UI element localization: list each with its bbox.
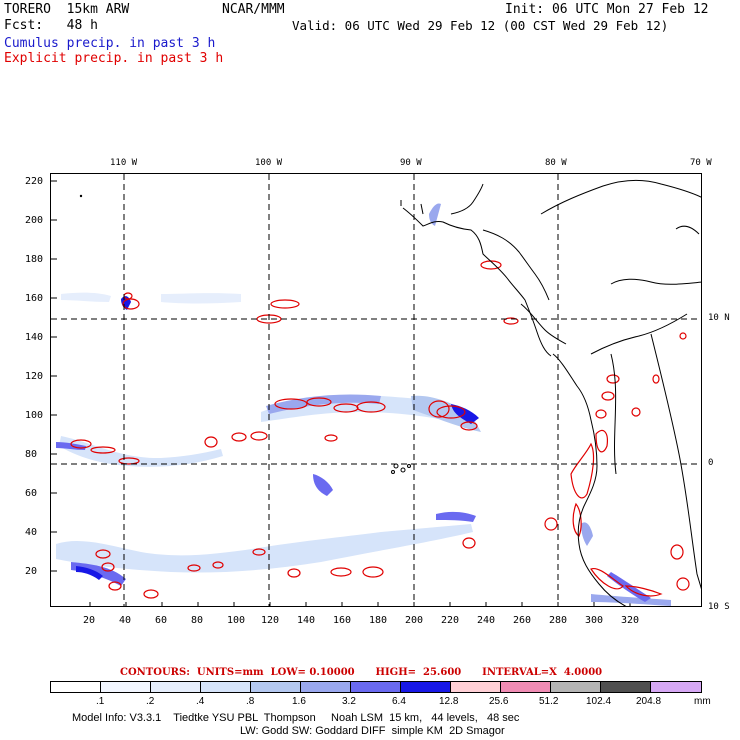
colorbar-label: 12.8: [439, 696, 459, 707]
y-tick: 100: [25, 410, 44, 421]
colorbar-swatch: [151, 682, 201, 692]
x-tick: 260: [513, 615, 532, 626]
x-tick: 280: [549, 615, 568, 626]
y-tick: 180: [25, 254, 44, 265]
y-tick: 120: [25, 371, 44, 382]
lon-label-100w: 100 W: [255, 158, 283, 168]
x-tick: 60: [155, 615, 168, 626]
y-tick: 200: [25, 215, 44, 226]
lat-lon-grid: [51, 174, 701, 606]
x-tick: 180: [369, 615, 388, 626]
colorbar-swatch: [601, 682, 651, 692]
y-tick: 160: [25, 293, 44, 304]
x-tick: 20: [83, 615, 96, 626]
colorbar-label: 3.2: [342, 696, 356, 707]
x-tick: 300: [585, 615, 604, 626]
galapagos-islands: [391, 463, 411, 474]
colorbar-swatch: [251, 682, 301, 692]
colorbar-swatch: [201, 682, 251, 692]
x-tick: 40: [119, 615, 132, 626]
x-tick: 160: [333, 615, 352, 626]
colorbar-swatch: [51, 682, 101, 692]
x-tick: 220: [441, 615, 460, 626]
x-tick: 100: [227, 615, 246, 626]
model-info-line1: Model Info: V3.3.1 Tiedtke YSU PBL Thomp…: [72, 712, 520, 724]
frame-ticks: [51, 180, 631, 606]
colorbar-swatch: [401, 682, 451, 692]
lon-label-80w: 80 W: [545, 158, 567, 168]
model-info-line2: LW: Godd SW: Goddard DIFF simple KM 2D S…: [240, 725, 505, 737]
colorbar-label: 102.4: [586, 696, 612, 707]
forecast-hour: Fcst: 48 h: [4, 18, 98, 33]
legend-cumulus: Cumulus precip. in past 3 h: [4, 36, 216, 51]
colorbar-swatch: [301, 682, 351, 692]
colorbar-label: .2: [146, 696, 155, 707]
y-tick: 140: [25, 332, 44, 343]
colorbar-label: 51.2: [539, 696, 559, 707]
lat-label-10n: 10 N: [708, 313, 730, 323]
x-tick: 140: [297, 615, 316, 626]
x-tick: 80: [191, 615, 204, 626]
cumulus-precip-areas: [56, 203, 671, 606]
colorbar-label: .8: [246, 696, 255, 707]
legend-explicit: Explicit precip. in past 3 h: [4, 51, 224, 66]
colorbar-label: .1: [96, 696, 105, 707]
coastlines: [400, 179, 701, 606]
colorbar-label: 1.6: [292, 696, 306, 707]
lon-label-110w: 110 W: [110, 158, 138, 168]
colorbar-label: 6.4: [392, 696, 406, 707]
x-tick: 200: [405, 615, 424, 626]
colorbar-label: .4: [196, 696, 205, 707]
island-dot: [79, 194, 83, 198]
colorbar-label: 25.6: [489, 696, 509, 707]
lon-label-90w: 90 W: [400, 158, 422, 168]
lon-label-70w: 70 W: [690, 158, 712, 168]
colorbar: [50, 681, 702, 693]
lat-label-10s: 10 S: [708, 602, 730, 612]
valid-time: Valid: 06 UTC Wed 29 Feb 12 (00 CST Wed …: [292, 18, 669, 33]
center-name: NCAR/MMM: [222, 2, 285, 17]
contours-info: CONTOURS: UNITS=mm LOW= 0.10000 HIGH= 25…: [120, 667, 603, 678]
colorbar-swatch: [351, 682, 401, 692]
x-tick: 320: [621, 615, 640, 626]
y-tick: 20: [25, 566, 38, 577]
explicit-precip-contours: [70, 260, 690, 599]
colorbar-swatch: [651, 682, 701, 692]
y-tick: 60: [25, 488, 38, 499]
map-canvas: [51, 174, 701, 606]
y-tick: 40: [25, 527, 38, 538]
colorbar-swatch: [101, 682, 151, 692]
model-name: TORERO 15km ARW: [4, 2, 130, 17]
colorbar-label: 204.8: [636, 696, 662, 707]
colorbar-unit: mm: [694, 696, 711, 707]
init-time: Init: 06 UTC Mon 27 Feb 12: [505, 2, 709, 17]
x-tick: 120: [261, 615, 280, 626]
y-tick: 220: [25, 176, 44, 187]
precip-map[interactable]: [50, 173, 702, 607]
x-tick: 240: [477, 615, 496, 626]
lat-label-0: 0: [708, 458, 714, 468]
colorbar-swatch: [551, 682, 601, 692]
colorbar-swatch: [451, 682, 501, 692]
colorbar-swatch: [501, 682, 551, 692]
y-tick: 80: [25, 449, 38, 460]
